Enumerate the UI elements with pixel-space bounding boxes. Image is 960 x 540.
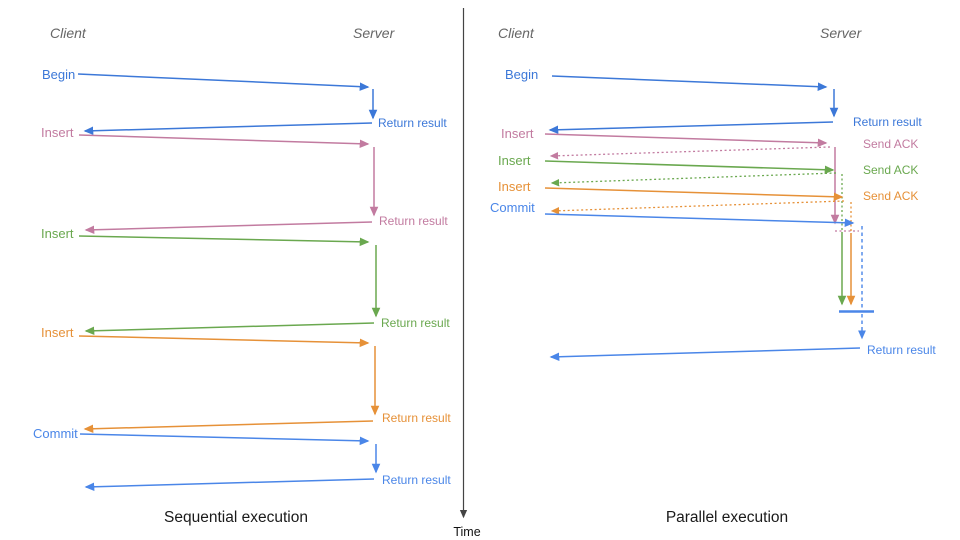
par-commit-response-arrow xyxy=(549,347,861,362)
seq-insert1-request-arrow xyxy=(78,134,370,149)
par-insert3-label: Insert xyxy=(498,179,531,194)
par-commit-request-arrow xyxy=(544,213,855,228)
seq-insert3-response-arrow xyxy=(83,420,374,434)
par-insert2-request-arrow xyxy=(544,160,835,175)
time-axis: Time xyxy=(453,8,481,539)
par-insert2-label: Insert xyxy=(498,153,531,168)
seq-begin-response-arrow xyxy=(83,122,373,136)
par-insert2-exchange: Insert Send ACK xyxy=(498,153,918,306)
seq-commit-request-arrow xyxy=(79,433,370,446)
par-insert3-exchange: Insert Send ACK xyxy=(498,179,918,306)
seq-begin-exchange: Begin Return result xyxy=(42,67,447,136)
seq-commit-response-label: Return result xyxy=(382,473,451,487)
sequential-panel: Client Server Begin Return result Insert… xyxy=(33,25,451,526)
par-commit-exchange: Commit Return result xyxy=(490,200,936,362)
seq-insert1-label: Insert xyxy=(41,125,74,140)
seq-insert2-request-arrow xyxy=(78,235,370,247)
seq-insert3-response-label: Return result xyxy=(382,411,451,425)
par-insert3-request-arrow xyxy=(544,187,844,202)
seq-insert2-label: Insert xyxy=(41,226,74,241)
seq-insert2-response-arrow xyxy=(84,322,375,336)
par-insert1-label: Insert xyxy=(501,126,534,141)
seq-insert1-response-label: Return result xyxy=(379,214,448,228)
time-axis-label: Time xyxy=(453,525,480,539)
seq-insert3-exchange: Insert Return result xyxy=(41,325,451,434)
par-insert1-ack-label: Send ACK xyxy=(863,137,918,151)
parallel-panel: Client Server Begin Return result Insert… xyxy=(490,25,936,526)
par-insert3-ack-label: Send ACK xyxy=(863,189,918,203)
parallel-client-header: Client xyxy=(498,25,535,41)
sequential-title: Sequential execution xyxy=(164,509,308,526)
par-insert2-ack-arrow xyxy=(550,172,837,187)
par-begin-response-label: Return result xyxy=(853,115,922,129)
par-begin-response-arrow xyxy=(548,121,834,135)
seq-insert1-exchange: Insert Return result xyxy=(41,125,448,235)
seq-begin-request-arrow xyxy=(77,73,370,91)
par-commit-response-label: Return result xyxy=(867,343,936,357)
seq-insert3-request-arrow xyxy=(78,335,370,348)
par-begin-label: Begin xyxy=(505,67,538,82)
sequential-client-header: Client xyxy=(50,25,87,41)
par-insert1-request-arrow xyxy=(544,133,828,148)
parallel-title: Parallel execution xyxy=(666,509,788,526)
par-insert3-ack-arrow xyxy=(550,200,845,215)
par-insert2-ack-label: Send ACK xyxy=(863,163,918,177)
par-begin-exchange: Begin Return result xyxy=(505,67,922,135)
par-insert1-ack-arrow xyxy=(549,146,831,160)
seq-commit-label: Commit xyxy=(33,426,78,441)
seq-begin-response-label: Return result xyxy=(378,116,447,130)
par-commit-label: Commit xyxy=(490,200,535,215)
seq-insert2-response-label: Return result xyxy=(381,316,450,330)
parallel-server-header: Server xyxy=(820,25,863,41)
seq-commit-exchange: Commit Return result xyxy=(33,426,451,492)
sequential-server-header: Server xyxy=(353,25,396,41)
seq-insert3-label: Insert xyxy=(41,325,74,340)
seq-begin-label: Begin xyxy=(42,67,75,82)
seq-insert2-exchange: Insert Return result xyxy=(41,226,450,336)
par-begin-request-arrow xyxy=(551,75,828,91)
seq-insert1-response-arrow xyxy=(84,221,373,235)
seq-commit-response-arrow xyxy=(84,478,375,492)
par-insert1-exchange: Insert Send ACK xyxy=(501,126,918,232)
